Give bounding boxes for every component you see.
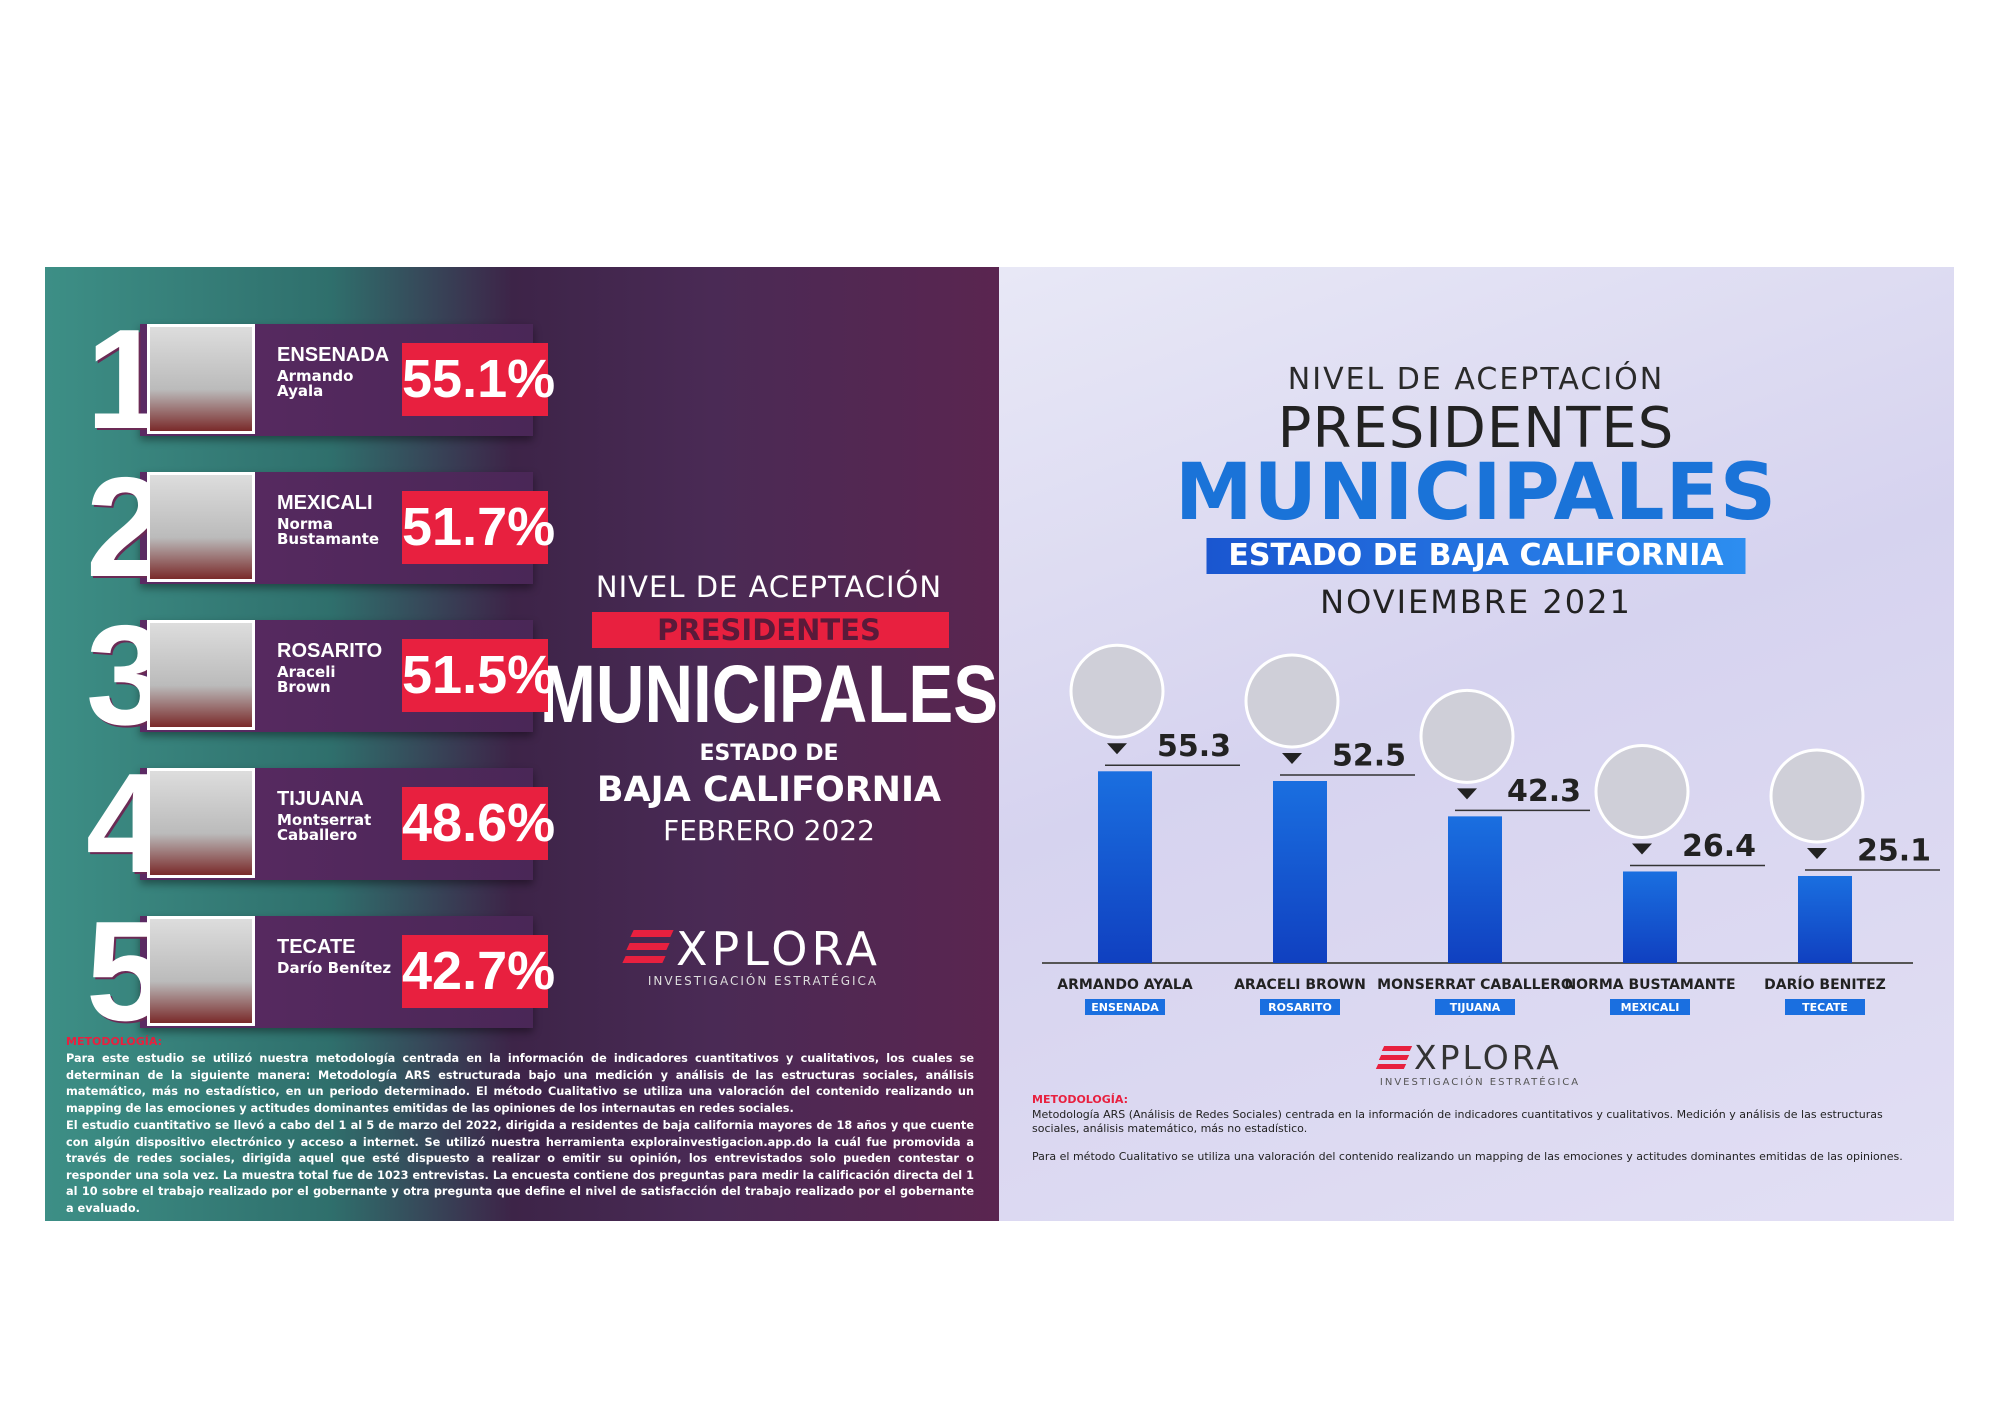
person-name: Norma [277,515,334,533]
title-box [592,612,949,648]
left-logo-tagline: INVESTIGACIÓN ESTRATÉGICA [647,974,879,988]
logo-stripe [1375,1064,1407,1069]
person-name: Darío Benítez [277,959,392,977]
logo-stripe [1378,1055,1410,1060]
city: ENSENADA [277,344,390,366]
left-title: PRESIDENTES [657,613,881,647]
left-title2: MUNICIPALES [539,649,999,740]
photo [147,620,255,730]
right-methodology-1: Metodología ARS (Análisis de Redes Socia… [1032,1108,1883,1135]
right-title: PRESIDENTES [1277,396,1675,461]
right-logo-tagline: INVESTIGACIÓN ESTRATÉGICA [1379,1077,1581,1088]
left-state-prefix: ESTADO DE [699,741,839,766]
value-box: 55.1% [402,343,555,416]
right-methodology-2: Para el método Cualitativo se utiliza un… [1032,1150,1903,1163]
city: ROSARITO [277,640,383,662]
person-name: Ayala [277,382,324,400]
left-methodology-2: El estudio cuantitativo se llevó a cabo … [66,1119,974,1215]
logo-stripe [626,943,670,950]
logo-stripe [630,930,674,937]
value-box: 42.7% [402,935,555,1008]
right-date: NOVIEMBRE 2021 [1320,583,1632,621]
value-box: 51.7% [402,491,555,564]
right-methodology-label: METODOLOGÍA: [1032,1093,1129,1106]
person-name: Montserrat [277,811,372,829]
value-box: 51.5% [402,639,555,712]
city: MEXICALI [277,492,373,514]
right-kicker: NIVEL DE ACEPTACIÓN [1287,362,1665,397]
logo-stripe [622,956,666,963]
photo [147,916,255,1026]
photo [147,472,255,582]
right-logo: XPLORA [1414,1038,1562,1077]
logo-stripe [1381,1046,1413,1051]
value-box: 48.6% [402,787,555,860]
right-title2: MUNICIPALES [1174,448,1778,538]
city: TIJUANA [277,788,364,810]
city: TECATE [277,936,356,958]
left-logo: XPLORA [676,922,882,976]
photo [147,768,255,878]
left-methodology-1: Para este estudio se utilizó nuestra met… [66,1052,974,1115]
person-name: Caballero [277,826,358,844]
person-name: Armando [277,367,354,385]
left-date: FEBRERO 2022 [663,814,875,847]
right-subtitle: ESTADO DE BAJA CALIFORNIA [1206,538,1746,574]
photo [147,324,255,434]
person-name: Araceli [277,663,336,681]
person-name: Bustamante [277,530,380,548]
left-kicker: NIVEL DE ACEPTACIÓN [595,570,943,604]
person-name: Brown [277,678,331,696]
left-state: BAJA CALIFORNIA [596,770,942,810]
left-methodology-label: METODOLOGÍA: [66,1035,163,1048]
